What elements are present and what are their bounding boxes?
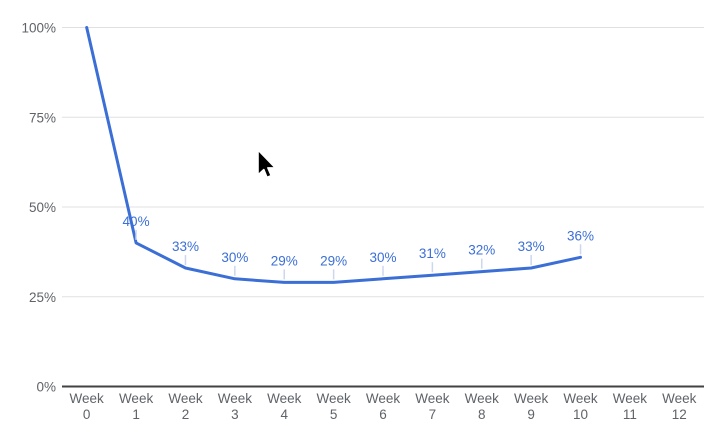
x-axis-label-line1: Week <box>415 391 450 406</box>
data-label: 32% <box>468 243 495 258</box>
x-axis-label-line2: 4 <box>280 407 288 422</box>
data-label: 33% <box>172 239 199 254</box>
data-label: 33% <box>518 239 545 254</box>
x-axis-label-line1: Week <box>168 391 203 406</box>
data-label: 36% <box>567 228 594 243</box>
data-label: 40% <box>123 214 150 229</box>
series-line <box>85 26 582 284</box>
x-axis-label-line2: 1 <box>132 407 140 422</box>
x-axis-label-line1: Week <box>613 391 648 406</box>
x-axis-label-line1: Week <box>366 391 401 406</box>
y-axis-tick-label: 100% <box>21 21 56 36</box>
y-axis-tick-label: 0% <box>36 380 56 395</box>
x-axis-label-line2: 0 <box>83 407 91 422</box>
x-axis-label-line1: Week <box>316 391 351 406</box>
y-axis-tick-label: 75% <box>29 110 56 125</box>
x-axis-label-line1: Week <box>662 391 697 406</box>
x-axis-label-line1: Week <box>218 391 253 406</box>
x-axis-label-line1: Week <box>70 391 105 406</box>
x-axis-label-line2: 2 <box>182 407 190 422</box>
data-label: 30% <box>221 250 248 265</box>
x-axis-label-line2: 7 <box>429 407 437 422</box>
x-axis-label-line2: 8 <box>478 407 486 422</box>
x-axis-label-line2: 6 <box>379 407 387 422</box>
x-axis-label-line1: Week <box>119 391 154 406</box>
x-axis-label-line1: Week <box>267 391 302 406</box>
x-axis-label-line1: Week <box>514 391 549 406</box>
x-axis-label-line2: 9 <box>527 407 535 422</box>
y-axis-tick-label: 50% <box>29 200 56 215</box>
data-label: 29% <box>320 253 347 268</box>
x-axis-label-line1: Week <box>563 391 598 406</box>
y-axis-tick-label: 25% <box>29 290 56 305</box>
x-axis-label-line2: 11 <box>623 407 637 422</box>
data-label: 30% <box>369 250 396 265</box>
x-axis-label-line2: 12 <box>672 407 687 422</box>
data-label: 29% <box>271 253 298 268</box>
x-axis-label-line1: Week <box>465 391 500 406</box>
x-axis-label-line2: 10 <box>573 407 588 422</box>
data-label: 31% <box>419 246 446 261</box>
x-axis-label-line2: 5 <box>330 407 338 422</box>
x-axis-label-line2: 3 <box>231 407 239 422</box>
